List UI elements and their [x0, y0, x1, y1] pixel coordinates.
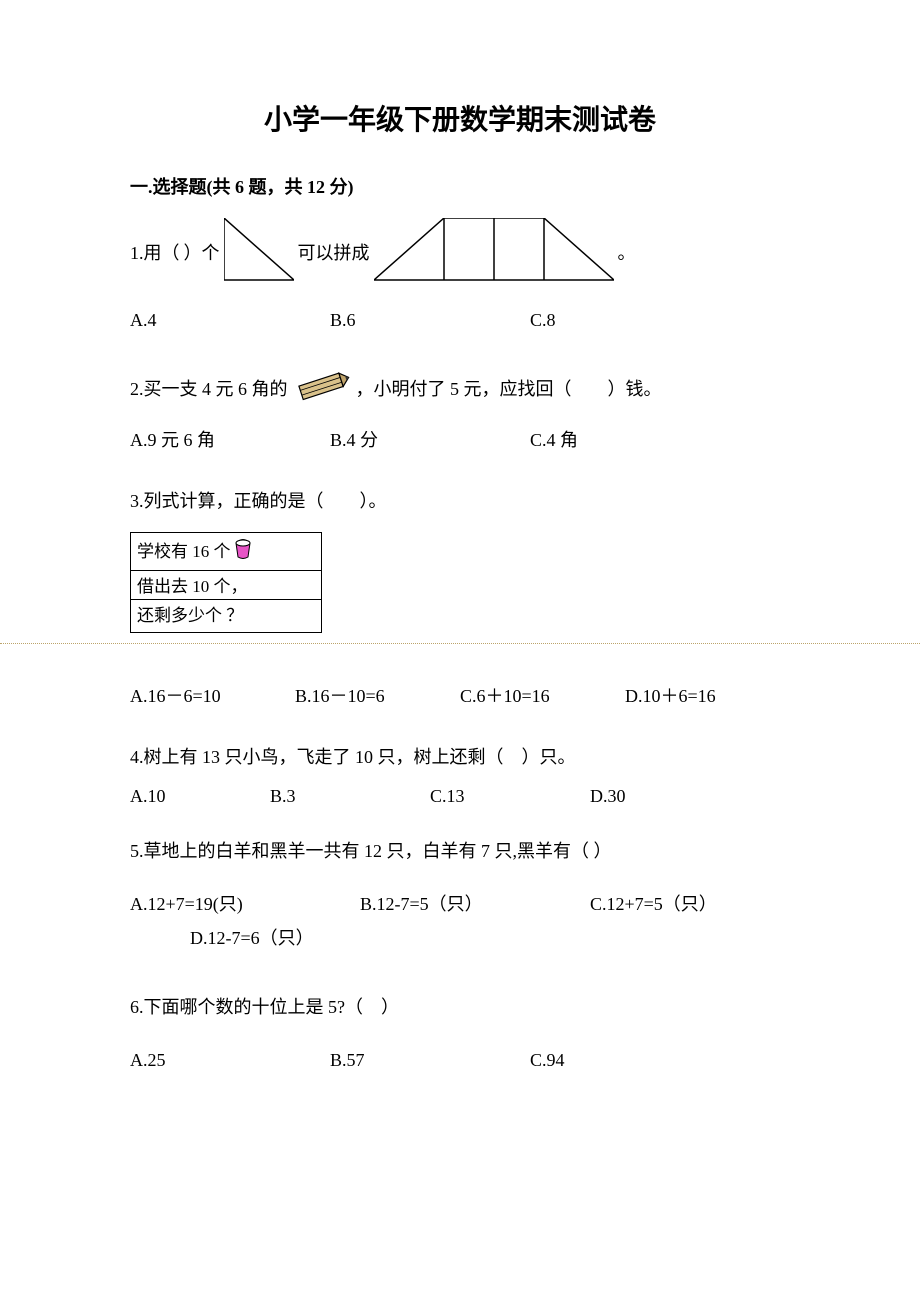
question-5-options: A.12+7=19(只) B.12-7=5（只） C.12+7=5（只） D.1…: [130, 892, 790, 958]
question-3-options: A.16－6=10 B.16－10=6 C.6＋10=16 D.10＋6=16: [130, 684, 790, 709]
question-4: 4.树上有 13 只小鸟，飞走了 10 只，树上还剩（ ）只。 A.10 B.3…: [130, 745, 790, 809]
question-5-stem: 5.草地上的白羊和黑羊一共有 12 只，白羊有 7 只,黑羊有（ ）: [130, 839, 790, 864]
question-6-options: A.25 B.57 C.94: [130, 1048, 790, 1073]
document-title: 小学一年级下册数学期末测试卷: [130, 100, 790, 139]
option-b: B.6: [330, 308, 530, 333]
q3-box-row1: 学校有 16 个: [131, 533, 321, 571]
q3-row2-text: 借出去 10 个，: [137, 575, 248, 599]
q3-row1-text: 学校有 16 个: [137, 540, 231, 564]
section-header: 一.选择题(共 6 题，共 12 分): [130, 175, 790, 200]
option-a: A.10: [130, 784, 270, 809]
option-a: A.25: [130, 1048, 330, 1073]
question-2-options: A.9 元 6 角 B.4 分 C.4 角: [130, 428, 790, 453]
option-a: A.12+7=19(只): [130, 892, 360, 917]
page: 小学一年级下册数学期末测试卷 一.选择题(共 6 题，共 12 分) 1.用（ …: [0, 0, 920, 1189]
q1-text-mid1: ）个: [184, 241, 220, 266]
pencil-icon: [292, 369, 352, 410]
option-b: B.3: [270, 784, 430, 809]
q1-text-post: 。: [618, 241, 636, 266]
q3-row3-text: 还剩多少个 ？: [137, 604, 243, 628]
option-a: A.16－6=10: [130, 684, 295, 709]
option-c: C.8: [530, 308, 730, 333]
question-6-stem: 6.下面哪个数的十位上是 5?（ ）: [130, 995, 790, 1020]
question-4-stem: 4.树上有 13 只小鸟，飞走了 10 只，树上还剩（ ）只。: [130, 745, 790, 770]
q3-box-row3: 还剩多少个 ？: [131, 600, 321, 632]
question-1-stem: 1.用（ ）个 可以拼成 。: [130, 218, 790, 289]
option-b: B.12-7=5（只）: [360, 892, 590, 917]
option-c: C.4 角: [530, 428, 730, 453]
option-c: C.13: [430, 784, 590, 809]
question-3-stem: 3.列式计算，正确的是（ ）。: [130, 489, 790, 514]
option-d: D.10＋6=16: [625, 684, 790, 709]
q1-text-pre: 1.用（: [130, 241, 180, 266]
option-a: A.9 元 6 角: [130, 428, 330, 453]
option-c: C.6＋10=16: [460, 684, 625, 709]
question-2-stem: 2.买一支 4 元 6 角的 ，小明付了 5 元，应找回（ ）钱。: [130, 369, 790, 410]
option-c: C.94: [530, 1048, 730, 1073]
question-1: 1.用（ ）个 可以拼成 。 A.4 B.6 C.8: [130, 218, 790, 332]
question-4-options: A.10 B.3 C.13 D.30: [130, 784, 790, 809]
question-6: 6.下面哪个数的十位上是 5?（ ） A.25 B.57 C.94: [130, 995, 790, 1073]
question-3: 3.列式计算，正确的是（ ）。 学校有 16 个 借出去 10 个， 还剩多少个…: [130, 489, 790, 709]
decorative-dotted-line: [0, 643, 920, 644]
question-2: 2.买一支 4 元 6 角的 ，小明付了 5 元，应找回（ ）钱。 A.9 元 …: [130, 369, 790, 453]
option-a: A.4: [130, 308, 330, 333]
trapezoid-shape-icon: [374, 218, 614, 289]
q3-box-row2: 借出去 10 个，: [131, 571, 321, 600]
q2-text-pre: 2.买一支 4 元 6 角的: [130, 377, 288, 402]
option-b: B.4 分: [330, 428, 530, 453]
option-d: D.12-7=6（只）: [130, 926, 850, 951]
option-c: C.12+7=5（只）: [590, 892, 790, 917]
question-5: 5.草地上的白羊和黑羊一共有 12 只，白羊有 7 只,黑羊有（ ） A.12+…: [130, 839, 790, 959]
question-1-options: A.4 B.6 C.8: [130, 308, 790, 333]
option-b: B.16－10=6: [295, 684, 460, 709]
option-b: B.57: [330, 1048, 530, 1073]
cup-icon: [233, 537, 253, 566]
question-3-info-box: 学校有 16 个 借出去 10 个， 还剩多少个 ？: [130, 532, 322, 632]
q2-text-post: ，小明付了 5 元，应找回（ ）钱。: [356, 377, 662, 402]
q1-text-mid2: 可以拼成: [298, 241, 370, 266]
triangle-shape-icon: [224, 218, 294, 289]
option-d: D.30: [590, 784, 755, 809]
